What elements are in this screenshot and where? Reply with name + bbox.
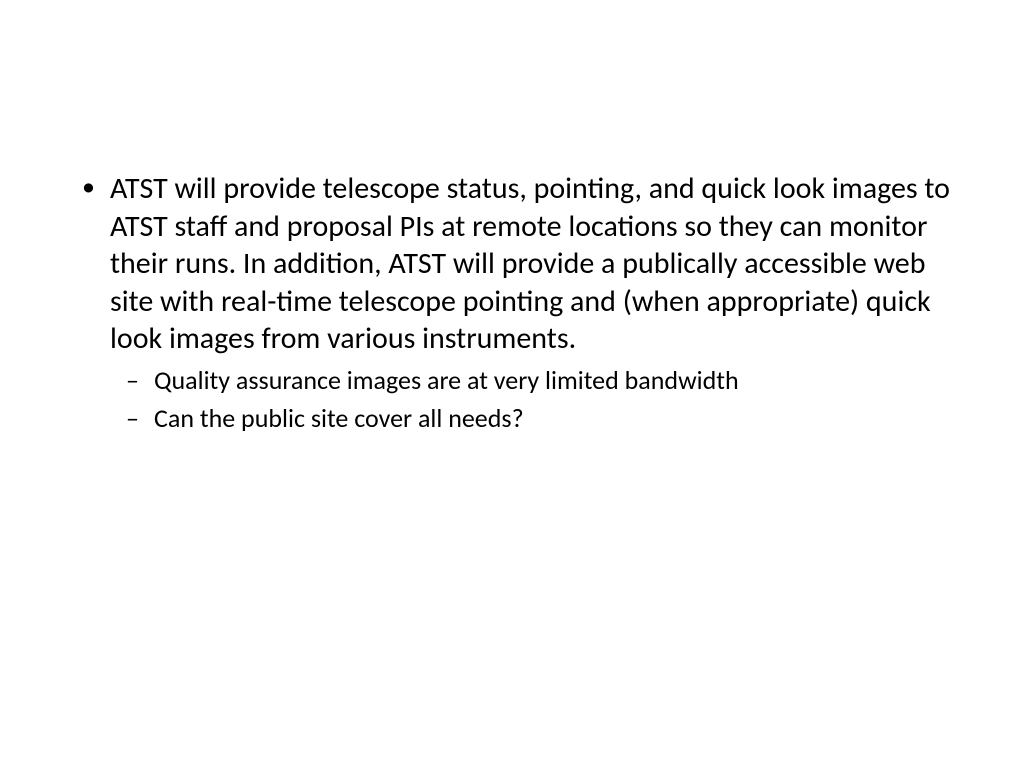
sub-bullet-item: Can the public site cover all needs? bbox=[110, 402, 954, 435]
sub-bullet-item: Quality assurance images are at very lim… bbox=[110, 364, 954, 397]
bullet-item: ATST will provide telescope status, poin… bbox=[70, 170, 954, 435]
bullet-list: ATST will provide telescope status, poin… bbox=[70, 170, 954, 435]
sub-bullet-list: Quality assurance images are at very lim… bbox=[110, 364, 954, 435]
sub-bullet-text: Quality assurance images are at very lim… bbox=[154, 364, 739, 396]
bullet-text: ATST will provide telescope status, poin… bbox=[110, 170, 950, 357]
sub-bullet-text: Can the public site cover all needs? bbox=[154, 402, 524, 434]
